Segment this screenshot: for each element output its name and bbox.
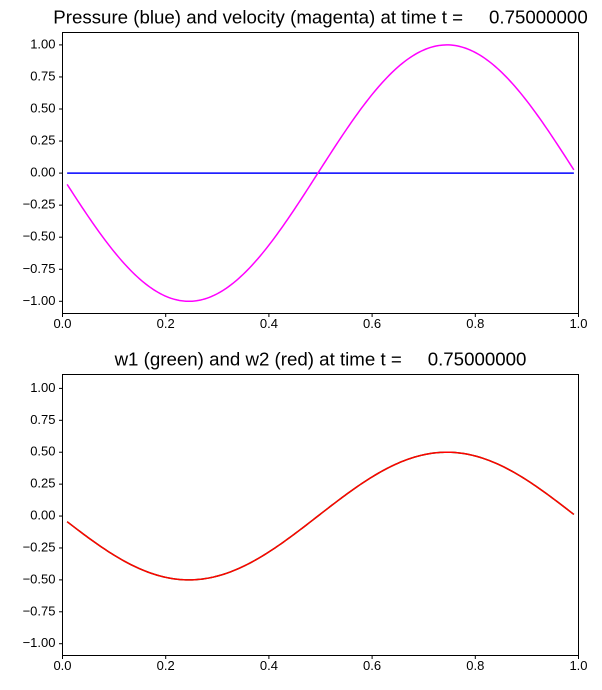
- svg-text:0.0: 0.0: [53, 316, 71, 331]
- svg-text:0.6: 0.6: [363, 658, 381, 673]
- svg-text:−0.75: −0.75: [23, 603, 56, 618]
- svg-text:w1 (green) and w2 (red) at tim: w1 (green) and w2 (red) at time t = 0.75…: [114, 349, 527, 370]
- svg-text:0.2: 0.2: [157, 316, 175, 331]
- svg-text:1.00: 1.00: [30, 36, 55, 51]
- svg-text:0.50: 0.50: [30, 444, 55, 459]
- svg-text:0.8: 0.8: [466, 658, 484, 673]
- svg-text:−1.00: −1.00: [23, 293, 56, 308]
- svg-text:0.00: 0.00: [30, 165, 55, 180]
- svg-text:1.0: 1.0: [569, 658, 587, 673]
- svg-text:0.6: 0.6: [363, 316, 381, 331]
- svg-text:−1.00: −1.00: [23, 635, 56, 650]
- svg-text:0.0: 0.0: [53, 658, 71, 673]
- svg-text:−0.75: −0.75: [23, 261, 56, 276]
- svg-text:−0.50: −0.50: [23, 571, 56, 586]
- svg-text:Pressure (blue) and velocity (: Pressure (blue) and velocity (magenta) a…: [53, 7, 587, 28]
- svg-text:0.25: 0.25: [30, 476, 55, 491]
- svg-text:0.2: 0.2: [157, 658, 175, 673]
- svg-text:1.00: 1.00: [30, 380, 55, 395]
- svg-text:1.0: 1.0: [569, 316, 587, 331]
- svg-text:0.75: 0.75: [30, 412, 55, 427]
- svg-text:0.8: 0.8: [466, 316, 484, 331]
- svg-text:−0.50: −0.50: [23, 229, 56, 244]
- svg-text:0.4: 0.4: [260, 316, 278, 331]
- svg-text:0.25: 0.25: [30, 133, 55, 148]
- svg-text:0.50: 0.50: [30, 101, 55, 116]
- svg-text:−0.25: −0.25: [23, 197, 56, 212]
- svg-text:0.4: 0.4: [260, 658, 278, 673]
- svg-text:0.75: 0.75: [30, 68, 55, 83]
- svg-text:−0.25: −0.25: [23, 539, 56, 554]
- svg-text:0.00: 0.00: [30, 508, 55, 523]
